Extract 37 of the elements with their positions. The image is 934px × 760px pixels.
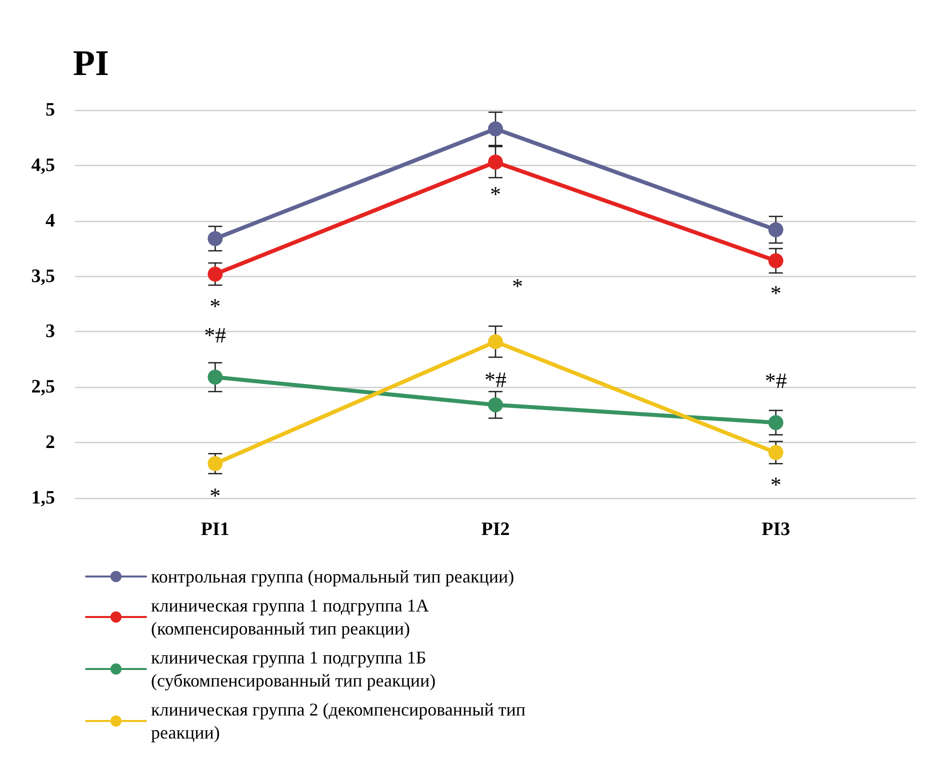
y-tick-label: 1,5 xyxy=(31,488,55,508)
point xyxy=(768,253,784,268)
annotation: * xyxy=(210,294,221,319)
point xyxy=(488,397,503,412)
annotation: *# xyxy=(764,368,787,394)
point xyxy=(768,445,784,460)
point xyxy=(488,154,503,170)
legend-label: клиническая группа 2 (декомпенсированный тип реакции) xyxy=(151,700,530,742)
annotation: * xyxy=(490,182,501,207)
y-tick-label: 3,5 xyxy=(31,266,55,287)
y-tick-label: 2,5 xyxy=(31,376,55,398)
legend-label: клиническая группа 1 подгруппа 1А (компенсированный тип реакции) xyxy=(151,596,434,638)
y-tick-label: 4,5 xyxy=(31,154,55,176)
legend-label: клиническая группа 1 подгруппа 1Б (субкомпенсированный тип реакции) xyxy=(151,648,436,690)
annotation: * xyxy=(512,274,523,299)
x-tick-label: PI1 xyxy=(200,519,230,540)
point xyxy=(208,266,223,282)
y-tick-label: 4 xyxy=(46,210,56,232)
annotation: * xyxy=(770,472,782,498)
x-tick-label: PI2 xyxy=(481,519,510,540)
annotation: * xyxy=(210,483,221,508)
y-tick-label: 2 xyxy=(46,432,55,454)
point xyxy=(208,231,223,246)
point xyxy=(768,222,784,238)
x-tick-label: PI3 xyxy=(762,519,790,540)
legend-label: контрольная группа (нормальный тип реакции) xyxy=(151,566,514,586)
chart-title: PI xyxy=(73,43,109,83)
annotation: *# xyxy=(204,322,226,348)
point xyxy=(208,370,223,385)
point xyxy=(768,415,784,430)
y-tick-label: 5 xyxy=(46,100,55,120)
point xyxy=(488,334,503,350)
y-tick-label: 3 xyxy=(46,321,55,342)
point xyxy=(208,456,223,472)
point xyxy=(488,121,503,136)
annotation: *# xyxy=(484,367,506,392)
annotation: * xyxy=(770,280,782,306)
